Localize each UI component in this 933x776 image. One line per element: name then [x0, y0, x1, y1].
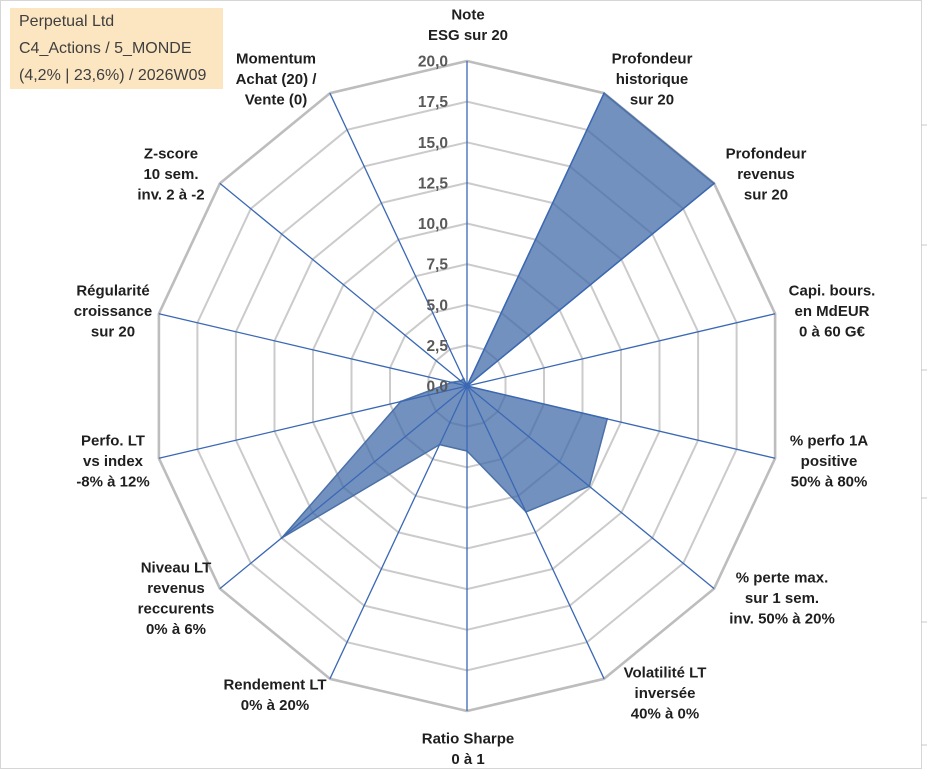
axis-label: Note ESG sur 20: [428, 7, 508, 45]
axis-label-line: Profondeur: [726, 146, 807, 163]
radial-tick-label: 2,5: [426, 338, 448, 355]
axis-label-line: sur 20: [91, 324, 135, 341]
axis-label: Volatilité LT inversée 40% à 0%: [624, 665, 707, 723]
radar-axis-line: [466, 182, 715, 387]
axis-label-line: 0% à 6%: [146, 621, 206, 638]
axis-label-line: Momentum: [236, 51, 316, 68]
axis-label: Niveau LT revenus reccurents 0% à 6%: [138, 560, 215, 639]
axis-label-line: 0% à 20%: [241, 697, 309, 714]
axis-label-line: sur 20: [744, 187, 788, 204]
axis-label: Régularité croissance sur 20: [74, 283, 152, 341]
radial-tick-labels: 0,0 2,5 5,0 7,5 10,0 12,5 15,0 17,5 20,0: [418, 54, 449, 396]
radar-axis-line: [466, 385, 605, 680]
axis-label: Profondeur historique sur 20: [612, 51, 693, 109]
radar-axis-line: [158, 313, 468, 387]
axis-label-line: historique: [616, 71, 689, 88]
radial-tick-label: 15,0: [418, 135, 448, 152]
axis-label: % perfo 1A positive 50% à 80%: [790, 433, 869, 491]
radial-tick-label: 0,0: [426, 379, 448, 396]
axis-label: Profondeur revenus sur 20: [726, 146, 807, 204]
axis-label-line: Vente (0): [245, 92, 308, 109]
axis-label-line: inv. 2 à -2: [137, 187, 204, 204]
axis-label: % perte max. sur 1 sem. inv. 50% à 20%: [729, 570, 835, 628]
axis-label-line: % perte max.: [736, 570, 829, 587]
axis-label-line: revenus: [147, 580, 205, 597]
axis-label-line: Régularité: [76, 283, 149, 300]
axis-label-line: revenus: [737, 166, 795, 183]
radar-axis-line: [466, 385, 715, 590]
radial-tick-label: 20,0: [418, 54, 448, 71]
axis-label-line: inversée: [635, 685, 696, 702]
radial-tick-label: 7,5: [426, 257, 448, 274]
axis-label: Ratio Sharpe 0 à 1: [422, 731, 515, 769]
axis-label: Rendement LT 0% à 20%: [223, 677, 326, 715]
info-company-name: Perpetual Ltd: [19, 13, 115, 30]
axis-label-line: reccurents: [138, 601, 215, 618]
axis-label-line: 0 à 60 G€: [799, 324, 866, 341]
axis-label-line: sur 20: [630, 92, 674, 109]
axis-label-line: inv. 50% à 20%: [729, 611, 835, 628]
axis-label: Capi. bours. en MdEUR 0 à 60 G€: [789, 283, 876, 341]
axis-label: Z-score 10 sem. inv. 2 à -2: [137, 146, 204, 204]
radar-axis-line: [329, 92, 468, 387]
axis-label-line: 0 à 1: [451, 751, 484, 768]
frame-tick-marks: [921, 124, 927, 746]
axis-label-line: 50% à 80%: [791, 474, 868, 491]
axis-label-line: -8% à 12%: [76, 474, 149, 491]
axis-label-line: ESG sur 20: [428, 27, 508, 44]
axis-label-line: Perfo. LT: [81, 433, 145, 450]
axis-label: Perfo. LT vs index -8% à 12%: [76, 433, 149, 491]
axis-label-line: croissance: [74, 303, 152, 320]
axis-label-line: 40% à 0%: [631, 706, 699, 723]
radar-axis-line: [219, 385, 468, 590]
info-category: C4_Actions / 5_MONDE: [19, 40, 192, 57]
radar-axis-line: [158, 385, 468, 459]
radar-axis-line: [466, 313, 776, 387]
info-stats-week: (4,2% | 23,6%) / 2026W09: [19, 67, 207, 84]
axis-labels: Note ESG sur 20 Profondeur historique sur 20…: [74, 7, 876, 769]
axis-label-line: Ratio Sharpe: [422, 731, 515, 748]
radial-tick-label: 17,5: [418, 94, 449, 111]
axis-label-line: % perfo 1A: [790, 433, 869, 450]
axis-label: Momentum Achat (20) / Vente (0): [236, 51, 318, 109]
axis-label-line: en MdEUR: [795, 303, 870, 320]
axis-label-line: Capi. bours.: [789, 283, 876, 300]
axis-label-line: Volatilité LT: [624, 665, 707, 682]
radar-axis-line: [466, 385, 776, 459]
axis-label-line: vs index: [83, 453, 144, 470]
radial-tick-label: 10,0: [418, 216, 448, 233]
axis-label-line: 10 sem.: [143, 166, 198, 183]
radial-tick-label: 12,5: [418, 175, 449, 192]
info-box: Perpetual Ltd C4_Actions / 5_MONDE (4,2%…: [10, 8, 223, 89]
axis-label-line: Profondeur: [612, 51, 693, 68]
radar-axis-line: [219, 182, 468, 387]
axis-label-line: Niveau LT: [141, 560, 212, 577]
radar-axis-line: [329, 385, 468, 680]
radial-tick-label: 5,0: [426, 297, 448, 314]
radar-axes: [158, 61, 776, 711]
axis-label-line: Note: [451, 7, 484, 24]
radar-axis-line: [466, 92, 605, 387]
axis-label-line: Rendement LT: [223, 677, 326, 694]
axis-label-line: sur 1 sem.: [745, 590, 819, 607]
axis-label-line: Z-score: [144, 146, 198, 163]
axis-label-line: Achat (20) /: [236, 71, 318, 88]
axis-label-line: positive: [801, 453, 858, 470]
